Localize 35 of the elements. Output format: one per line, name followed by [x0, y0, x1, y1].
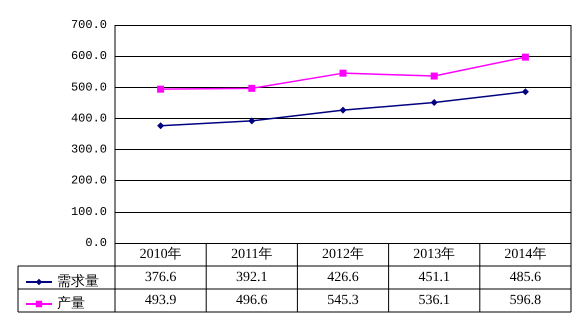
x-tick-label: 2014年	[504, 246, 546, 262]
data-label: 536.1	[418, 293, 450, 308]
y-tick-label: 500.0	[70, 80, 107, 94]
data-label: 496.6	[236, 293, 268, 308]
point	[248, 84, 256, 92]
data-label: 392.1	[236, 270, 268, 285]
y-tick-label: 0.0	[85, 236, 107, 250]
point	[522, 54, 529, 61]
point	[430, 72, 438, 80]
data-label: 545.3	[327, 293, 359, 308]
point	[248, 117, 256, 124]
x-tick-label: 2012年	[322, 246, 364, 262]
data-label: 596.8	[510, 293, 542, 308]
y-tick-label: 600.0	[70, 49, 107, 64]
data-label: 451.1	[418, 270, 450, 285]
legend-label: 需求量	[57, 274, 99, 290]
data-label: 485.6	[510, 270, 542, 285]
point	[430, 99, 438, 106]
y-tick-label: 700.0	[70, 18, 107, 32]
y-tick-label: 200.0	[70, 174, 107, 188]
y-tick-label: 300.0	[70, 142, 107, 157]
x-tick-label: 2010年	[140, 246, 182, 262]
data-label: 493.9	[144, 293, 176, 308]
point	[157, 122, 164, 130]
y-tick-label: 400.0	[70, 111, 107, 126]
y-tick-label: 100.0	[70, 204, 107, 219]
point	[340, 70, 346, 77]
legend-label: 产量	[57, 296, 85, 312]
x-tick-label: 2011年	[231, 246, 273, 262]
point	[340, 106, 346, 114]
data-label: 426.6	[327, 270, 359, 285]
data-label: 376.6	[144, 270, 176, 285]
point	[522, 88, 529, 96]
point	[157, 86, 164, 93]
x-tick-label: 2013年	[413, 246, 456, 262]
